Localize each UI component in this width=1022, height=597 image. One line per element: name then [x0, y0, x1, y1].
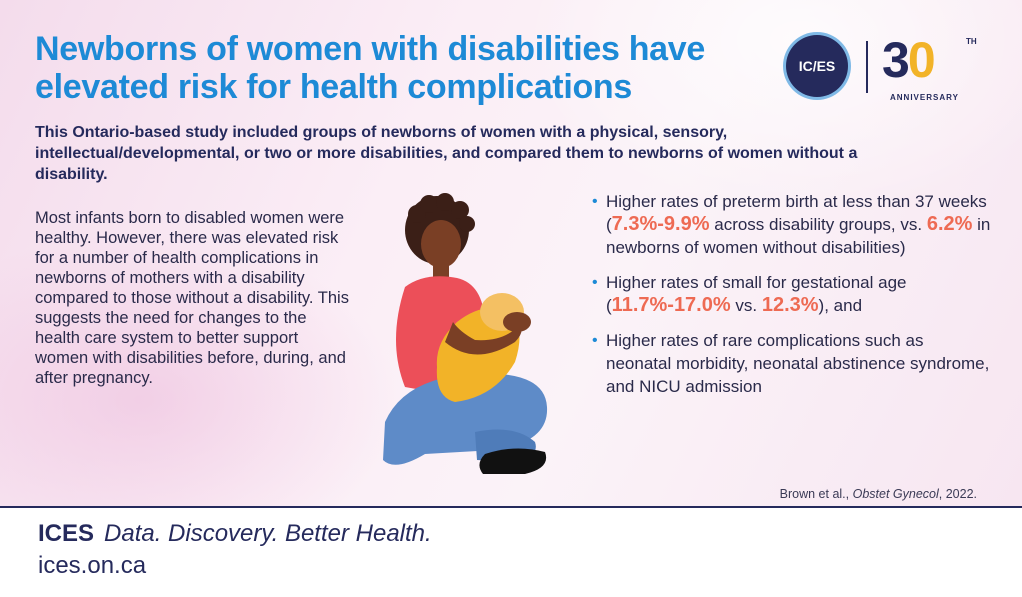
- anniversary-digit-3: 3: [882, 32, 910, 88]
- intro-text: This Ontario-based study included groups…: [35, 124, 858, 183]
- finding-text: in newborns of women without disabilitie…: [606, 215, 991, 257]
- bullet-dot-icon: •: [592, 193, 598, 210]
- anniversary-superscript: TH: [966, 37, 977, 46]
- footer-tagline: Data. Discovery. Better Health.: [104, 520, 432, 547]
- citation-journal: Obstet Gynecol: [852, 487, 939, 501]
- highlight-value: 7.3%-9.9%: [611, 213, 710, 235]
- citation-authors: Brown et al.,: [779, 487, 853, 501]
- mother-holding-baby-illustration: [383, 193, 548, 474]
- citation-year: , 2022.: [938, 487, 977, 501]
- finding-text: vs.: [730, 296, 762, 315]
- finding-text: ), and: [818, 296, 863, 315]
- summary-text: Most infants born to disabled women were…: [35, 209, 349, 387]
- anniversary-digit-0: 0: [907, 32, 936, 88]
- finding-text: Higher rates of small for gestational ag…: [606, 273, 907, 315]
- bullet-dot-icon: •: [592, 274, 598, 291]
- page-title: Newborns of women with disabilities have…: [35, 30, 706, 106]
- citation: Brown et al., Obstet Gynecol, 2022.: [780, 487, 977, 501]
- footer-url-link[interactable]: ices.on.ca: [38, 552, 147, 579]
- findings-list: • Higher rates of preterm birth at less …: [592, 190, 992, 410]
- highlight-value: 6.2%: [926, 213, 973, 235]
- anniversary-number: 30: [882, 31, 936, 89]
- list-item: • Higher rates of small for gestational …: [592, 271, 992, 317]
- anniversary-label: ANNIVERSARY: [890, 93, 959, 102]
- highlight-value: 12.3%: [761, 294, 819, 316]
- finding-text: across disability groups, vs.: [709, 215, 927, 234]
- footer-brand: ICES: [38, 520, 95, 547]
- ices-logo-circle: IC/ES: [786, 35, 848, 97]
- logo-divider: [866, 41, 868, 93]
- highlight-value: 11.7%-17.0%: [611, 294, 731, 316]
- footer-tagline-line: ICES Data. Discovery. Better Health.: [38, 520, 432, 548]
- list-item: • Higher rates of rare complications suc…: [592, 329, 992, 398]
- finding-text: Higher rates of rare complications such …: [606, 331, 990, 396]
- infographic-panel: Newborns of women with disabilities have…: [0, 0, 1022, 506]
- ices-30th-anniversary-logo: IC/ES 30 TH ANNIVERSARY: [786, 31, 977, 105]
- finding-text: Higher rates of preterm birth at less th…: [606, 192, 987, 234]
- bullet-dot-icon: •: [592, 332, 598, 349]
- list-item: • Higher rates of preterm birth at less …: [592, 190, 992, 259]
- footer: ICES Data. Discovery. Better Health. ices…: [0, 506, 1022, 597]
